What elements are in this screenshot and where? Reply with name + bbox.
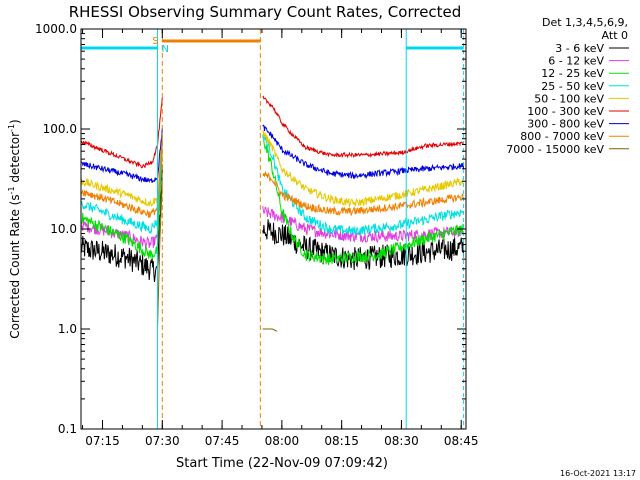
series-line-4-b <box>262 130 464 208</box>
y-tick-label: 1000.0 <box>35 22 77 36</box>
legend-label: 25 - 50 keV <box>541 80 604 93</box>
legend-label: 12 - 25 keV <box>541 67 604 80</box>
x-tick-label: 07:15 <box>85 434 120 448</box>
series-line-5-a <box>80 127 163 184</box>
y-tick-label: 0.1 <box>58 422 77 436</box>
series-line-1-b <box>262 205 464 244</box>
legend-label: 6 - 12 keV <box>548 55 604 68</box>
legend-label: 300 - 800 keV <box>527 118 604 131</box>
y-tick-label: 1.0 <box>58 322 77 336</box>
legend-header-line-1: Det 1,3,4,5,6,9, <box>542 16 628 29</box>
x-tick-label: 08:45 <box>444 434 479 448</box>
legend-label: 3 - 6 keV <box>555 42 604 55</box>
y-axis-label-sup-1: -1 <box>7 186 16 194</box>
series-line-0-a <box>80 164 163 283</box>
saa-label: S <box>152 36 158 47</box>
series-line-2-a <box>80 139 163 260</box>
series-line-9-a <box>80 97 163 169</box>
series-line-8-b <box>262 328 278 332</box>
legend-header: Det 1,3,4,5,6,9, Att 0 <box>542 16 628 42</box>
legend-label: 800 - 7000 keV <box>520 130 604 143</box>
series-line-3-a <box>80 134 163 235</box>
x-tick-label: 08:15 <box>324 434 359 448</box>
y-axis-label-main: Corrected Count Rate (s <box>8 194 22 338</box>
y-axis-label-sup-2: -1 <box>7 124 16 132</box>
y-axis-label-end: ) <box>8 119 22 124</box>
y-tick-label: 10.0 <box>50 222 77 236</box>
chart-title: RHESSI Observing Summary Count Rates, Co… <box>69 3 462 21</box>
legend-label: 7000 - 15000 keV <box>506 143 604 156</box>
footer-timestamp: 16-Oct-2021 13:17 <box>560 469 636 478</box>
series-line-7-b <box>262 170 464 217</box>
legend-label: 50 - 100 keV <box>534 92 604 105</box>
x-tick-label: 07:45 <box>205 434 240 448</box>
series-line-9-b <box>262 95 465 159</box>
y-tick-label: 100.0 <box>43 122 77 136</box>
legend-header-line-2: Att 0 <box>602 29 628 42</box>
series-line-8-a <box>157 181 163 330</box>
x-tick-label: 08:30 <box>384 434 419 448</box>
y-axis-label: Corrected Count Rate (s-1 detector-1) <box>7 119 22 338</box>
x-tick-label: 08:00 <box>265 434 300 448</box>
y-axis-label-mid: detector <box>8 132 22 187</box>
night-label: N <box>162 44 169 55</box>
legend-label: 100 - 300 keV <box>527 105 604 118</box>
series-line-7-a <box>80 136 163 218</box>
plot-area: SN 0.1 1.0 10.0 100.0 1000.0 07:15 07:30 07:45 08… <box>35 22 479 448</box>
x-axis-label: Start Time (22-Nov-09 07:09:42) <box>176 456 388 471</box>
series-line-5-b <box>262 124 465 180</box>
series-line-2-b <box>262 132 465 265</box>
x-tick-label: 07:30 <box>145 434 180 448</box>
series-line-4-a <box>80 133 163 207</box>
